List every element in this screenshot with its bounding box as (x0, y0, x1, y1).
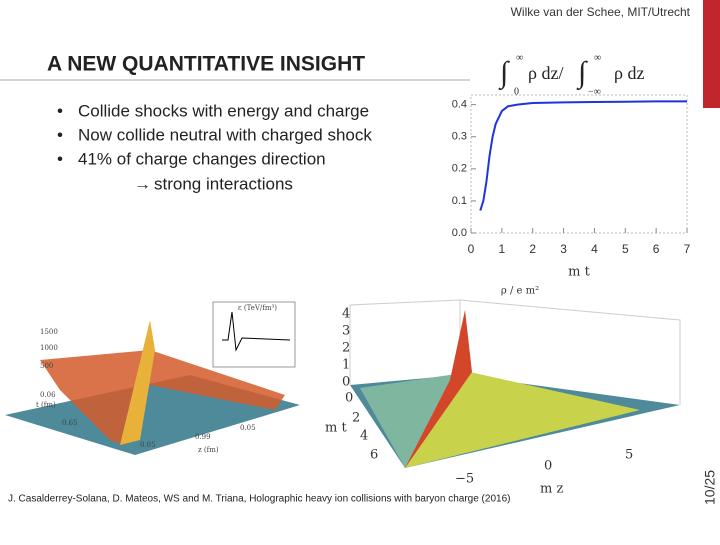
y-tick-label: 0.3 (452, 131, 467, 143)
axis-label: m z (540, 482, 563, 497)
axis-label: t (fm) (36, 401, 56, 409)
svg-text:•: • (57, 149, 63, 168)
page-number: 10/25 (702, 470, 718, 505)
data-line (479, 100, 687, 211)
svg-text:∞: ∞ (516, 52, 523, 63)
svg-text:∞: ∞ (594, 52, 601, 63)
x-tick-label: 5 (622, 242, 629, 256)
box-edge (349, 299, 461, 385)
tick-label: 4 (360, 429, 368, 444)
inset-curve (222, 311, 291, 352)
bullet: Now collide neutral with charged shock (78, 125, 372, 144)
left-figure: ε (TeV/fm³) 1500 1000 500 t (fm) 0.06 0.… (5, 301, 300, 455)
svg-text:−∞: −∞ (588, 86, 601, 97)
svg-text:∫: ∫ (576, 56, 588, 91)
x-axis-label: m t (568, 265, 590, 280)
tick-label: 2 (342, 341, 350, 356)
axis-label: ρ / e m² (501, 286, 539, 297)
tick-label: 4 (342, 307, 350, 322)
surface (40, 350, 285, 445)
x-tick-label: 1 (499, 242, 506, 256)
box-edge (459, 299, 681, 405)
x-tick-label: 2 (529, 242, 536, 256)
header: Wilke van der Schee, MIT/Utrecht (511, 5, 691, 19)
axis-label: ε (TeV/fm³) (238, 304, 277, 312)
citation: J. Casalderrey-Solana, D. Mateos, WS and… (8, 494, 510, 505)
svg-text:0: 0 (514, 86, 519, 97)
tick-label: 1000 (40, 344, 58, 352)
tick-label: 0.05 (140, 441, 156, 449)
tick-label: 2 (352, 411, 360, 426)
right-figure: ρ / e m² 4 3 2 1 0 0 2 4 6 m t −5 0 5 m … (325, 286, 681, 497)
tick-label: 0.65 (62, 419, 78, 427)
tick-label: 0.05 (240, 424, 256, 432)
x-tick-label: 6 (653, 242, 660, 256)
tick-label: 0 (544, 459, 552, 474)
surface (120, 320, 155, 445)
slide-title: A NEW QUANTITATIVE INSIGHT (47, 53, 365, 76)
svg-text:ρ dz: ρ dz (614, 63, 644, 83)
formula: ∫ ∞ 0 ρ dz/ ∫ ∞ −∞ ρ dz (498, 52, 644, 97)
tick-label: 1 (342, 358, 350, 373)
tick-label: 3 (342, 324, 350, 339)
line-plot: 0.0 0.1 0.2 0.3 0.4 0 1 2 3 4 5 6 7 m t (452, 94, 691, 280)
svg-text:→: → (134, 174, 151, 193)
surface (405, 372, 640, 468)
y-tick-label: 0.2 (452, 163, 467, 175)
bullet: 41% of charge changes direction (78, 149, 326, 168)
inset (212, 301, 296, 368)
y-tick-label: 0.1 (452, 195, 467, 207)
plot-frame (470, 94, 688, 234)
y-tick-label: 0.0 (452, 227, 467, 239)
axis-label: m t (325, 421, 347, 436)
svg-text:•: • (57, 101, 63, 120)
tick-label: 0.99 (195, 433, 211, 441)
axis-label: z (fm) (198, 446, 219, 454)
x-tick-label: 7 (684, 242, 691, 256)
x-tick-label: 0 (468, 242, 475, 256)
tick-label: 6 (370, 448, 378, 463)
svg-text:∫: ∫ (498, 56, 510, 91)
svg-text:•: • (57, 125, 63, 144)
tick-label: 0 (342, 375, 350, 390)
svg-text:ρ dz/: ρ dz/ (528, 63, 563, 83)
x-tick-label: 3 (560, 242, 567, 256)
tick-label: 1500 (40, 328, 58, 336)
bullet: Collide shocks with energy and charge (78, 101, 369, 120)
tick-label: 0 (345, 391, 353, 406)
tick-label: −5 (455, 472, 474, 487)
surface (405, 310, 472, 468)
accent-bar (703, 0, 720, 108)
x-tick-label: 4 (591, 242, 598, 256)
tick-label: 500 (40, 362, 53, 370)
y-tick-label: 0.4 (452, 99, 467, 111)
bullet-list: • Collide shocks with energy and charge •… (57, 101, 372, 193)
sub-point: strong interactions (154, 174, 293, 193)
tick-label: 5 (625, 448, 633, 463)
tick-label: 0.06 (40, 391, 56, 399)
